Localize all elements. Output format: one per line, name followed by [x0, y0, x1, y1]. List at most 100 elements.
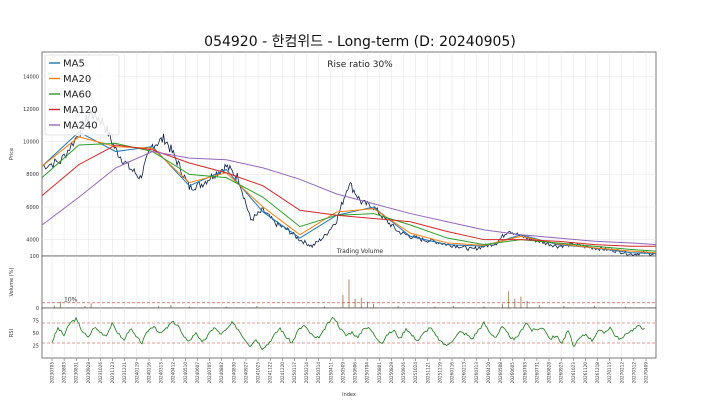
- volume-bar: [170, 304, 172, 308]
- x-tick-label: 20241122: [268, 362, 273, 384]
- x-tick-label: 20250801: [377, 362, 382, 384]
- x-tick-label: 20230803: [62, 362, 67, 384]
- price-y-tick-label: 12000: [23, 107, 39, 113]
- ma60-line: [41, 142, 657, 252]
- volume-bar: [360, 297, 362, 308]
- rsi-line: [51, 316, 645, 351]
- x-tick-label: 20251219: [437, 362, 442, 384]
- x-tick-label: 20261120: [583, 362, 588, 384]
- chart-title: 054920 - 한컴위드 - Long-term (D: 20240905): [204, 34, 516, 50]
- x-tick-label: 20241220: [280, 362, 285, 384]
- rise-ratio-annotation: Rise ratio 30%: [327, 60, 393, 70]
- x-axis-ticks: 20230705 20230803 20230831 20230928 20231026…: [50, 358, 649, 383]
- volume-bar: [520, 296, 522, 308]
- volume-bar: [624, 306, 626, 308]
- x-tick-label: 20260925: [559, 362, 564, 384]
- rsi-y-tick-label: 75: [33, 318, 39, 324]
- volume-bar: [41, 306, 43, 308]
- price-y-tick-label: 8000: [26, 172, 39, 178]
- volume-grid: [51, 256, 647, 308]
- volume-y-axis-label: Volume (%): [9, 268, 15, 297]
- x-tick-label: 20260313: [474, 362, 479, 384]
- x-tick-label: 20250509: [340, 362, 345, 384]
- volume-bar: [90, 303, 92, 308]
- rsi-lines-group: [42, 316, 656, 351]
- x-tick-label: 20240802: [219, 362, 224, 384]
- price-line: [41, 108, 657, 257]
- x-tick-label: 20260731: [534, 362, 539, 384]
- x-tick-label: 20251024: [413, 362, 418, 384]
- volume-bar: [342, 295, 344, 308]
- volume-bar: [323, 306, 325, 308]
- price-y-axis-label: Price: [9, 148, 15, 160]
- x-tick-label: 20230928: [86, 362, 91, 384]
- x-tick-label: 20260508: [498, 362, 503, 384]
- x-tick-label: 20240216: [146, 362, 151, 384]
- volume-bar: [483, 306, 485, 308]
- legend-label: MA60: [63, 90, 91, 101]
- x-tick-label: 20250704: [365, 362, 370, 384]
- volume-bar: [508, 291, 510, 308]
- volume-panel: Trading Volume 0 100 Volume (%) 10%: [9, 248, 657, 312]
- price-series-group: [41, 108, 657, 257]
- legend-label: MA20: [63, 74, 91, 85]
- volume-bar: [348, 279, 350, 308]
- x-tick-label: 20250314: [316, 362, 321, 384]
- x-tick-label: 20240315: [159, 362, 164, 384]
- x-axis-label: Index: [342, 392, 356, 398]
- x-tick-label: 20230705: [50, 362, 55, 384]
- volume-bar: [354, 298, 356, 308]
- price-y-tick-label: 4000: [26, 237, 39, 243]
- volume-bar: [538, 304, 540, 308]
- x-tick-label: 20260703: [522, 362, 527, 384]
- rsi-y-tick-label: 25: [33, 343, 39, 349]
- x-tick-label: 20270212: [619, 362, 624, 384]
- rsi-panel: 25 50 75 RSI: [9, 307, 657, 359]
- x-tick-label: 20250926: [401, 362, 406, 384]
- volume-bar: [53, 305, 55, 308]
- volume-bar: [397, 305, 399, 308]
- x-tick-label: 20241025: [256, 362, 261, 384]
- x-tick-label: 20231026: [98, 362, 103, 384]
- x-tick-label: 20260410: [486, 362, 491, 384]
- x-tick-label: 20261218: [595, 362, 600, 384]
- legend-label: MA240: [63, 121, 98, 132]
- x-tick-label: 20260605: [510, 362, 515, 384]
- volume-bar: [84, 305, 86, 308]
- price-y-tick-label: 6000: [26, 205, 39, 211]
- volume-bar: [256, 305, 258, 308]
- x-tick-label: 20250411: [328, 362, 333, 384]
- x-tick-label: 20250829: [389, 362, 394, 384]
- x-tick-label: 20260116: [450, 362, 455, 384]
- legend-box: [44, 54, 120, 136]
- price-y-tick-label: 10000: [23, 140, 39, 146]
- legend: MA5 MA20 MA60 MA120 MA240: [44, 54, 120, 136]
- x-tick-label: 20231123: [110, 362, 115, 384]
- x-tick-label: 20230831: [74, 362, 79, 384]
- x-tick-label: 20260828: [547, 362, 552, 384]
- x-tick-label: 20240412: [171, 362, 176, 384]
- x-tick-label: 20270409: [644, 362, 649, 384]
- price-panel: 4000 6000 8000 10000 12000 14000 Price Rise r…: [9, 51, 657, 257]
- x-tick-label: 20260213: [462, 362, 467, 384]
- volume-bar: [59, 301, 61, 308]
- volume-y-tick-label: 0: [36, 306, 39, 312]
- volume-bar: [563, 305, 565, 308]
- x-tick-label: 20261023: [571, 362, 576, 384]
- volume-bar: [514, 298, 516, 308]
- volume-bar: [225, 306, 227, 308]
- volume-bar: [502, 303, 503, 308]
- x-tick-label: 20240927: [243, 362, 248, 384]
- x-tick-label: 20240705: [207, 362, 212, 384]
- x-tick-label: 20270312: [631, 362, 636, 384]
- ma120-line: [41, 144, 656, 247]
- volume-threshold-label: 10%: [64, 296, 78, 303]
- ma5-line: [41, 131, 657, 255]
- volume-bar: [594, 305, 596, 308]
- rsi-y-tick-label: 50: [33, 331, 39, 337]
- price-y-ticks: 4000 6000 8000 10000 12000 14000: [23, 74, 39, 243]
- volume-bars-group: [41, 279, 626, 308]
- volume-y-ticks: 0 100: [29, 254, 39, 312]
- volume-bar: [526, 300, 528, 308]
